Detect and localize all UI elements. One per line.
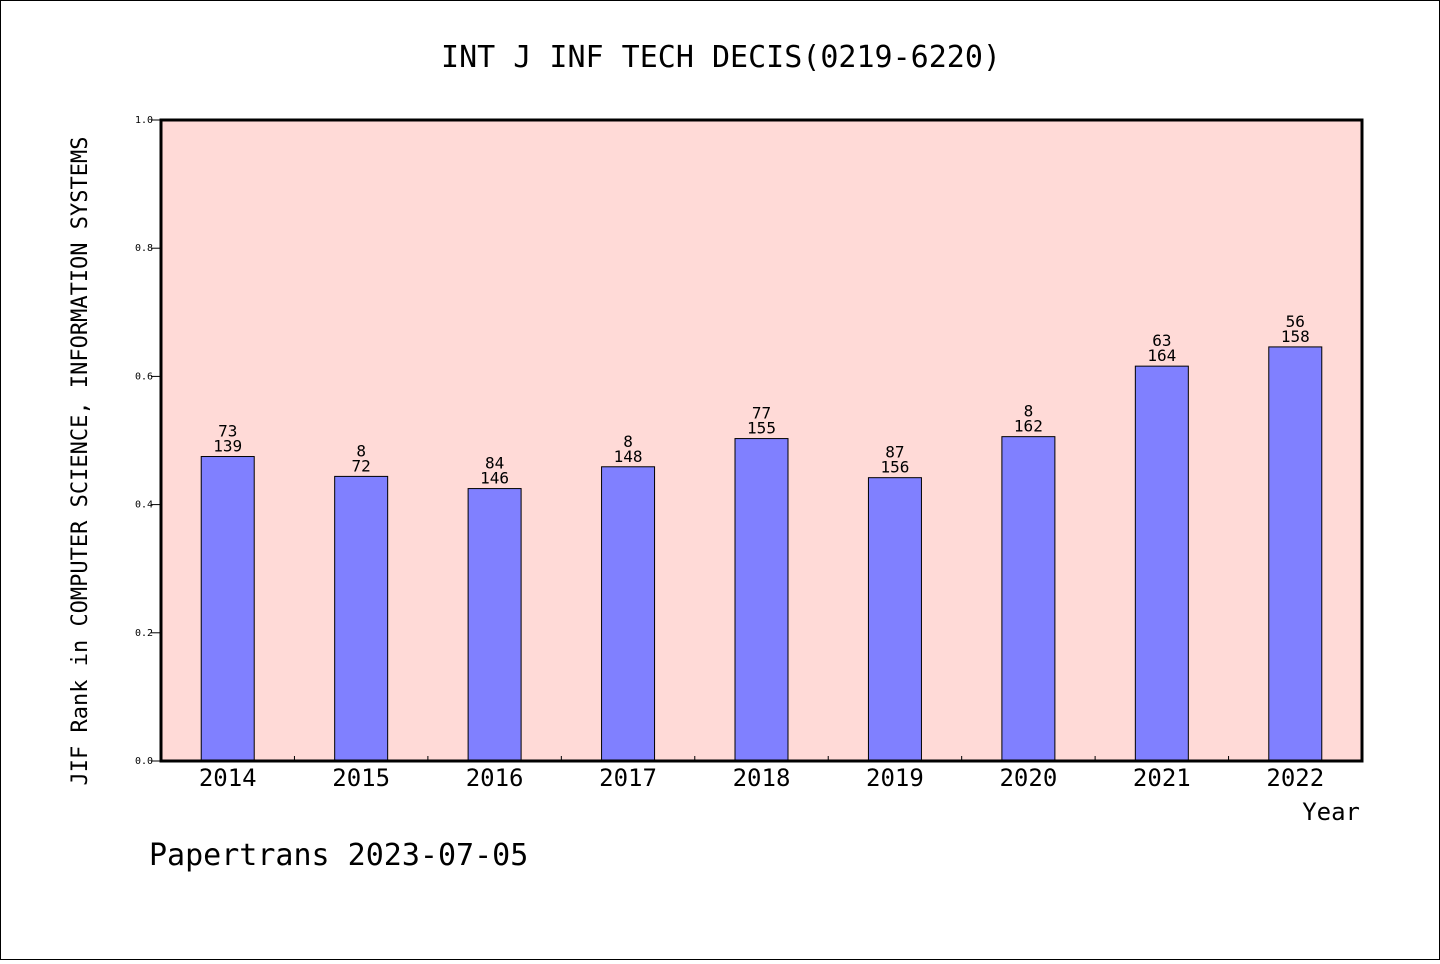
bar-rank-label: 56 xyxy=(1286,312,1305,331)
y-tick-label: 1.0 xyxy=(135,115,153,126)
bar-total-label: 155 xyxy=(747,419,776,438)
y-tick-label: 0.4 xyxy=(135,500,153,511)
bar-total-label: 164 xyxy=(1147,346,1176,365)
bar-2021 xyxy=(1134,365,1189,762)
bar-total-label: 148 xyxy=(614,447,643,466)
bar-rank-label: 77 xyxy=(752,404,771,423)
bar-rank-label: 8 xyxy=(356,441,366,460)
chart-title: INT J INF TECH DECIS(0219-6220) xyxy=(441,40,1001,75)
x-tick-label: 2018 xyxy=(733,764,791,792)
y-tick-label: 0.8 xyxy=(135,243,153,254)
x-tick-label: 2020 xyxy=(999,764,1057,792)
bar-2018 xyxy=(734,438,789,762)
bar-total-label: 158 xyxy=(1281,327,1310,346)
bar-2020 xyxy=(1001,436,1056,762)
bar-rank-label: 63 xyxy=(1152,331,1171,350)
x-tick-label: 2017 xyxy=(599,764,657,792)
bar-2016 xyxy=(467,488,522,762)
x-tick-label: 2016 xyxy=(466,764,524,792)
bar-total-label: 139 xyxy=(213,437,242,456)
x-tick-label: 2019 xyxy=(866,764,924,792)
bar-rank-label: 87 xyxy=(885,443,904,462)
bar-2017 xyxy=(601,466,656,762)
y-tick-label: 0.0 xyxy=(135,756,153,767)
x-axis-label: Year xyxy=(1302,798,1360,826)
x-ticks-group: 2014 2015 2016 2017 2018 2019 2020 2021 2022 xyxy=(199,756,1324,792)
bar-2022 xyxy=(1268,346,1323,762)
y-axis-label: JIF Rank in COMPUTER SCIENCE, INFORMATIO… xyxy=(68,136,93,785)
x-tick-label: 2021 xyxy=(1133,764,1191,792)
bar-total-label: 146 xyxy=(480,469,509,488)
bar-rank-label: 73 xyxy=(218,422,237,441)
bar-2015 xyxy=(334,475,389,762)
x-tick-label: 2014 xyxy=(199,764,257,792)
plot-border xyxy=(159,118,1364,763)
bar-rank-label: 84 xyxy=(485,454,504,473)
y-ticks-group: 0.0 0.2 0.4 0.6 0.8 1.0 xyxy=(135,115,161,767)
bar-total-label: 156 xyxy=(880,458,909,477)
bar-total-label: 72 xyxy=(352,456,371,475)
y-tick-label: 0.2 xyxy=(135,628,153,639)
y-tick-label: 0.6 xyxy=(135,371,153,382)
x-tick-label: 2015 xyxy=(332,764,390,792)
bar-2014 xyxy=(200,456,255,762)
x-tick-label: 2022 xyxy=(1266,764,1324,792)
footer-credit: Papertrans 2023-07-05 xyxy=(149,838,528,873)
bar-2019 xyxy=(867,477,922,762)
bar-total-label: 162 xyxy=(1014,417,1043,436)
bar-rank-label: 8 xyxy=(623,432,633,451)
bar-rank-label: 8 xyxy=(1024,402,1034,421)
